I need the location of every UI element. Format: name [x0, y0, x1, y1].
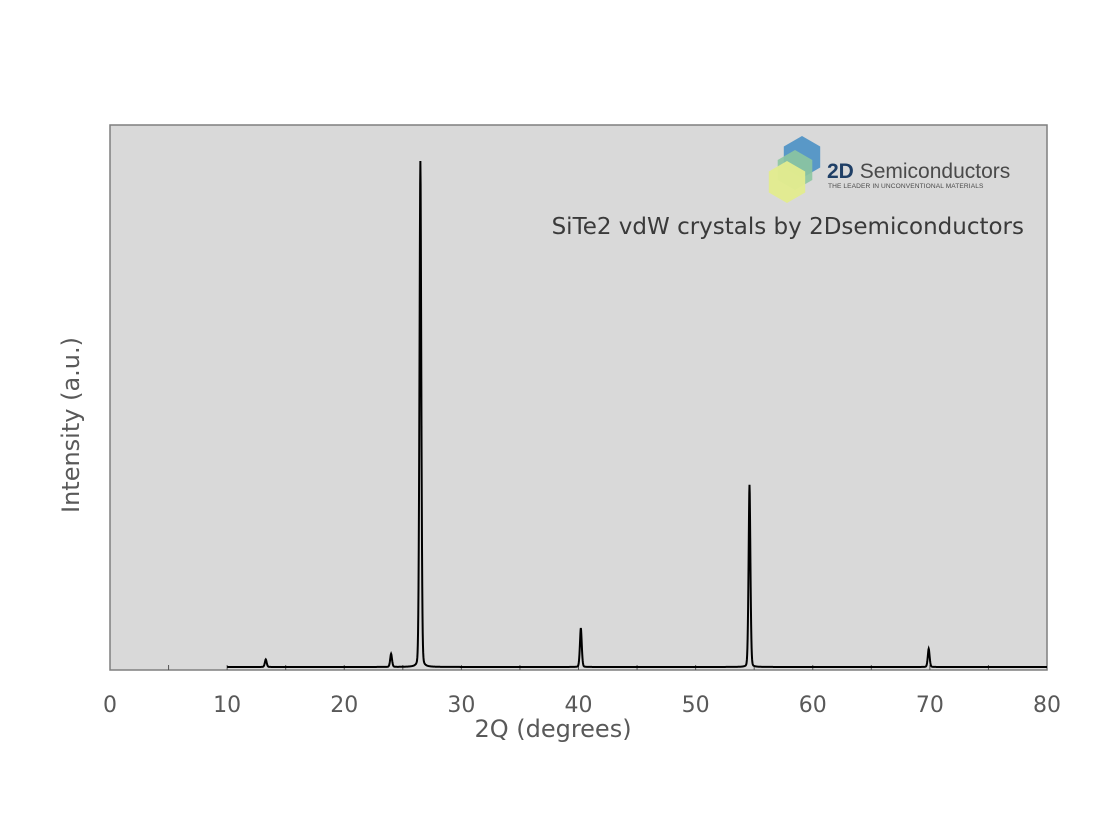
logo-wordmark-bold: 2D — [827, 160, 854, 183]
plot-area — [109, 124, 1048, 671]
company-logo: 2D Semiconductors THE LEADER IN UNCONVEN… — [768, 136, 1010, 203]
x-tick-label: 50 — [682, 693, 710, 718]
x-tick-label: 10 — [213, 693, 241, 718]
logo-wordmark-rest: Semiconductors — [854, 160, 1010, 183]
hexagon-logo-icon — [768, 136, 821, 203]
x-tick-label: 60 — [799, 693, 827, 718]
logo-hexagon-shape — [768, 161, 806, 203]
x-tick-label: 80 — [1033, 693, 1061, 718]
x-tick-label: 70 — [916, 693, 944, 718]
x-tick-label: 30 — [447, 693, 475, 718]
x-axis-title: 2Q (degrees) — [474, 715, 631, 743]
y-axis-title: Intensity (a.u.) — [57, 337, 85, 513]
xrd-series-line — [227, 160, 1047, 668]
x-tick-label: 20 — [330, 693, 358, 718]
chart-annotation: SiTe2 vdW crystals by 2Dsemiconductors — [552, 214, 1024, 240]
logo-tagline: THE LEADER IN UNCONVENTIONAL MATERIALS — [828, 183, 984, 190]
x-tick-label: 0 — [103, 693, 117, 718]
x-tick-label: 40 — [565, 693, 593, 718]
x-axis-tick-labels: 0 10 20 30 40 50 60 70 80 — [103, 693, 1061, 718]
logo-wordmark: 2D Semiconductors — [827, 160, 1010, 183]
